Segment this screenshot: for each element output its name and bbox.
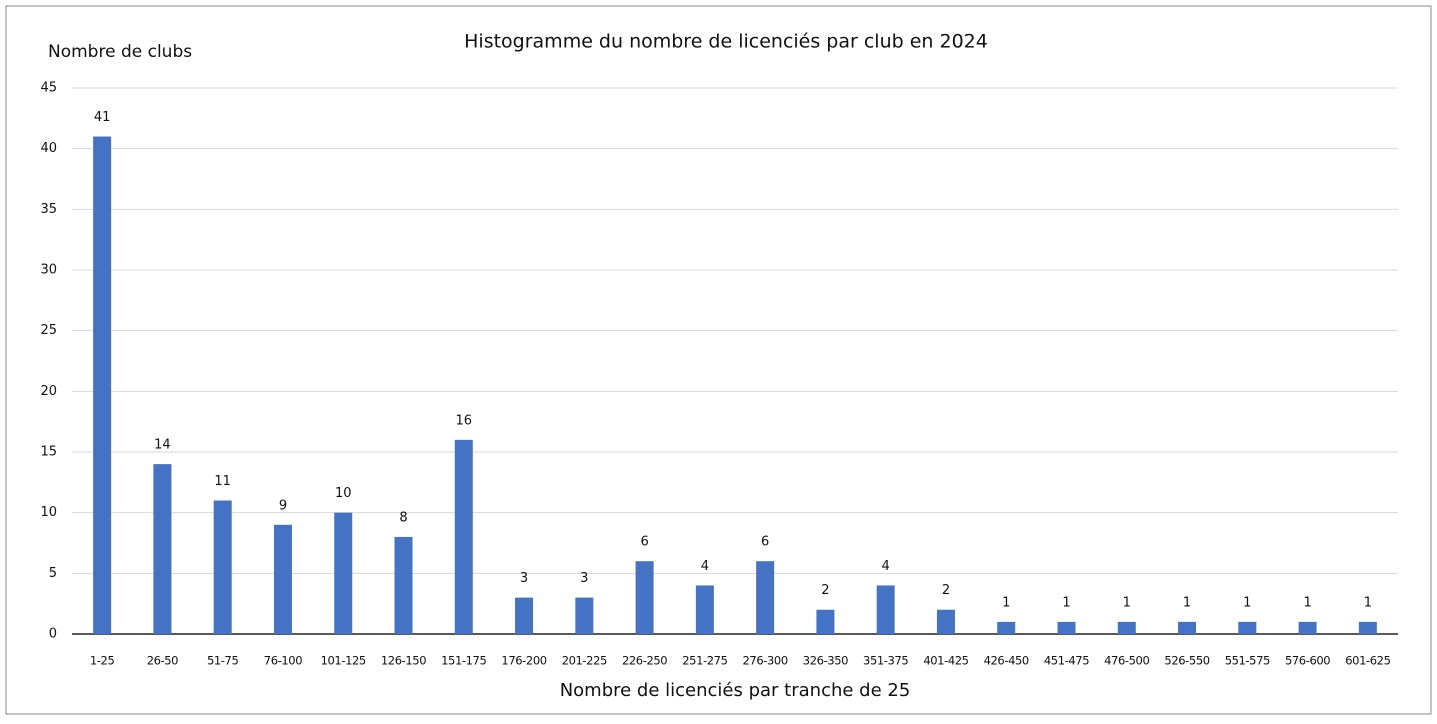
x-tick-label: 451-475 — [1044, 654, 1089, 668]
data-label: 2 — [821, 583, 829, 598]
chart-title: Histogramme du nombre de licenciés par c… — [464, 31, 988, 53]
data-label: 10 — [335, 486, 352, 501]
data-label: 1 — [1123, 595, 1131, 610]
bar — [997, 621, 1016, 634]
data-label: 1 — [1183, 595, 1191, 610]
data-label: 1 — [1303, 595, 1311, 610]
bar — [1117, 621, 1136, 634]
data-label: 8 — [399, 510, 407, 525]
x-tick-label: 1-25 — [90, 654, 115, 668]
x-tick-label: 576-600 — [1285, 654, 1330, 668]
bar — [454, 439, 473, 634]
data-label: 1 — [1243, 595, 1251, 610]
data-label: 1 — [1062, 595, 1070, 610]
x-tick-label: 326-350 — [803, 654, 848, 668]
y-tick-label: 10 — [40, 505, 57, 520]
data-label: 1 — [1364, 595, 1372, 610]
x-tick-label: 401-425 — [923, 654, 968, 668]
x-tick-label: 126-150 — [381, 654, 426, 668]
bar — [1238, 621, 1257, 634]
y-tick-label: 30 — [40, 263, 57, 278]
data-label: 6 — [640, 535, 648, 550]
x-tick-label: 51-75 — [207, 654, 238, 668]
x-tick-label: 251-275 — [682, 654, 727, 668]
bar — [394, 536, 413, 634]
x-tick-label: 151-175 — [441, 654, 486, 668]
data-label: 16 — [455, 413, 472, 428]
x-tick-label: 426-450 — [984, 654, 1029, 668]
x-tick-label: 201-225 — [562, 654, 607, 668]
bar — [1298, 621, 1317, 634]
bar — [695, 585, 714, 634]
bar — [1178, 621, 1197, 634]
data-label: 3 — [520, 571, 528, 586]
y-tick-label: 25 — [40, 323, 57, 338]
bar — [515, 597, 534, 634]
data-label: 4 — [882, 559, 890, 574]
y-tick-label: 45 — [40, 81, 57, 96]
chart-border — [5, 5, 1432, 715]
y-tick-label: 40 — [40, 141, 57, 156]
y-tick-label: 35 — [40, 202, 57, 217]
y-tick-label: 15 — [40, 445, 57, 460]
bar — [756, 561, 775, 634]
data-label: 9 — [279, 498, 287, 513]
x-tick-label: 76-100 — [264, 654, 302, 668]
x-tick-label: 26-50 — [147, 654, 178, 668]
data-label: 6 — [761, 535, 769, 550]
y-tick-label: 5 — [49, 566, 57, 581]
bar — [153, 464, 172, 634]
data-label: 4 — [701, 559, 709, 574]
bar — [876, 585, 895, 634]
data-label: 2 — [942, 583, 950, 598]
x-axis-label: Nombre de licenciés par tranche de 25 — [560, 680, 911, 701]
data-label: 3 — [580, 571, 588, 586]
x-tick-label: 601-625 — [1345, 654, 1390, 668]
x-tick-label: 226-250 — [622, 654, 667, 668]
bar — [1057, 621, 1076, 634]
y-axis-label: Nombre de clubs — [48, 42, 192, 62]
data-label: 11 — [214, 474, 231, 489]
x-tick-label: 276-300 — [743, 654, 788, 668]
bar — [334, 512, 353, 634]
x-tick-label: 351-375 — [863, 654, 908, 668]
x-tick-label: 526-550 — [1164, 654, 1209, 668]
bar — [213, 500, 232, 634]
data-label: 1 — [1002, 595, 1010, 610]
data-label: 41 — [94, 110, 111, 125]
x-tick-label: 551-575 — [1225, 654, 1270, 668]
y-tick-label: 20 — [40, 384, 57, 399]
bar — [93, 136, 112, 635]
bar — [816, 609, 835, 634]
x-tick-label: 101-125 — [321, 654, 366, 668]
bar — [635, 561, 654, 634]
y-tick-label: 0 — [49, 627, 57, 642]
bar — [1358, 621, 1377, 634]
x-tick-label: 176-200 — [501, 654, 546, 668]
bar — [936, 609, 955, 634]
x-tick-label: 476-500 — [1104, 654, 1149, 668]
bar — [575, 597, 594, 634]
data-label: 14 — [154, 438, 171, 453]
bar — [273, 524, 292, 634]
